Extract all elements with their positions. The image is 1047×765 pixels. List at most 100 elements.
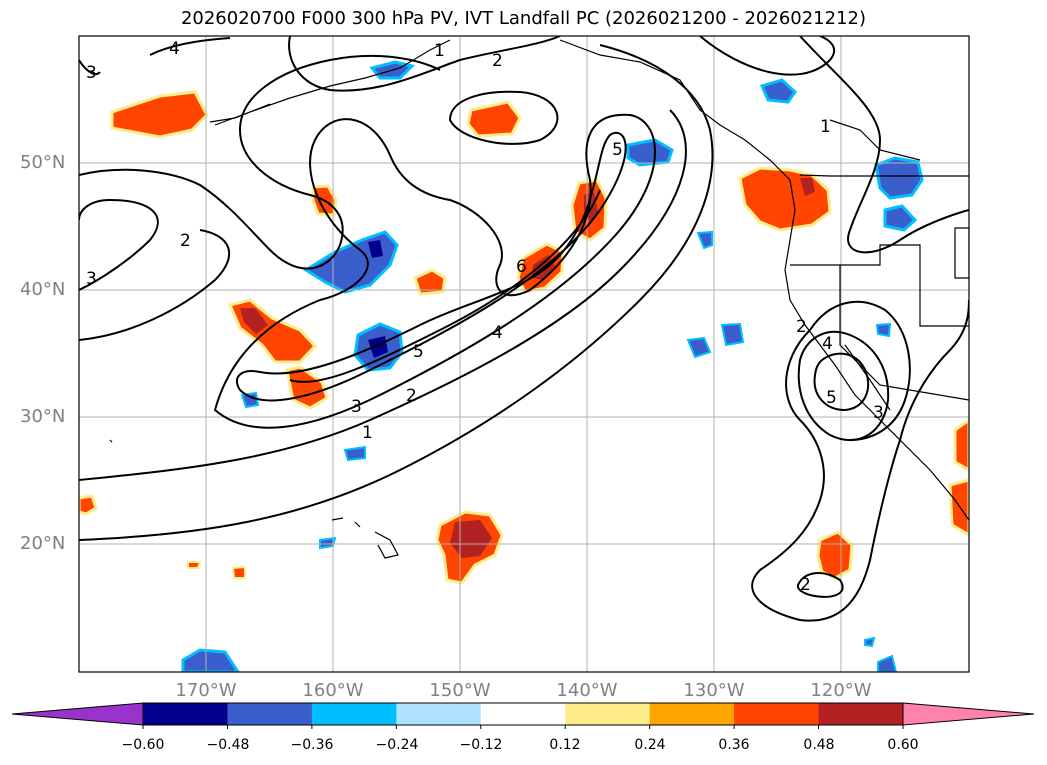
contour-line: [797, 330, 890, 441]
contour-line: [288, 36, 561, 92]
anomaly-area: [953, 418, 969, 472]
anomaly-area: [759, 78, 797, 104]
contour-line: [79, 59, 101, 76]
anomaly-area: [816, 530, 854, 580]
coastline: [954, 227, 969, 279]
anomaly-area: [110, 90, 209, 139]
lon-label: 170°W: [175, 680, 237, 701]
colorbar-tick-label: 0.12: [549, 737, 581, 753]
contour-label: 4: [822, 334, 833, 354]
contour-label: 5: [826, 388, 837, 408]
pv-negative-anomalies: [181, 60, 924, 672]
colorbar-bin: [227, 703, 313, 725]
colorbar-bin: [565, 703, 651, 725]
lat-label: 20°N: [20, 533, 66, 554]
contour-line: [448, 90, 559, 145]
contour-line: [796, 572, 844, 598]
anomaly-area: [883, 204, 918, 232]
anomaly-area: [864, 636, 876, 648]
colorbar-bin: [649, 703, 735, 725]
anomaly-area: [875, 322, 892, 338]
contour-line: [289, 189, 601, 383]
anomaly-area: [626, 138, 674, 167]
contour-line: [79, 54, 441, 270]
colorbar-bin: [818, 703, 904, 725]
coastline: [331, 517, 399, 559]
lon-label: 130°W: [683, 680, 745, 701]
ivt-contours: [79, 36, 969, 622]
contour-label: 3: [86, 269, 97, 289]
contour-label: 2: [406, 386, 417, 406]
contour-label: 4: [492, 323, 503, 343]
colorbar-bin: [143, 703, 228, 725]
colorbar-under-extension: [11, 702, 144, 726]
colorbar-over-extension: [902, 702, 1035, 726]
contour-label: 5: [612, 140, 623, 160]
coastline: [829, 119, 921, 161]
contour-label: 3: [873, 403, 884, 423]
coastline: [799, 174, 969, 177]
anomaly-area: [466, 100, 522, 138]
colorbar-tick-label: 0.36: [718, 737, 750, 753]
contour-label: 4: [169, 39, 180, 59]
colorbar-bin: [311, 703, 397, 725]
lon-label: 120°W: [810, 680, 872, 701]
contour-line: [235, 132, 627, 402]
contour-line: [813, 352, 870, 412]
colorbar-tick-label: −0.12: [459, 737, 503, 753]
colorbar-tick-label: 0.48: [803, 737, 835, 753]
colorbar-bin: [734, 703, 820, 725]
anomaly-area: [413, 268, 447, 296]
contour-line: [213, 113, 656, 429]
colorbar-bin: [480, 703, 566, 725]
lat-label: 30°N: [20, 406, 66, 427]
anomaly-area: [877, 654, 898, 672]
lon-label: 150°W: [429, 680, 491, 701]
anomaly-area: [240, 391, 260, 409]
coastline: [109, 439, 113, 443]
contour-label: 2: [800, 575, 811, 595]
lon-label: 140°W: [556, 680, 618, 701]
coastline: [209, 103, 271, 123]
anomaly-area: [948, 478, 969, 537]
colorbar-tick-label: −0.48: [206, 737, 250, 753]
anomaly-area: [874, 156, 924, 200]
contour-line: [699, 36, 836, 76]
contour-label: 1: [362, 423, 373, 443]
contour-label: 3: [86, 63, 97, 83]
lon-label: 160°W: [302, 680, 364, 701]
contour-line: [79, 109, 687, 481]
anomaly-area: [800, 178, 815, 196]
contour-label: 3: [351, 397, 362, 417]
anomaly-area: [187, 561, 202, 569]
map-title: 2026020700 F000 300 hPa PV, IVT Landfall…: [180, 8, 867, 29]
anomaly-area: [368, 240, 383, 258]
anomaly-area: [240, 308, 268, 334]
anomaly-area: [181, 648, 240, 672]
contour-line: [79, 44, 714, 541]
anomaly-area: [720, 322, 745, 347]
contour-label: 2: [492, 51, 503, 71]
contour-line: [79, 198, 159, 291]
colorbar-tick-label: 0.24: [634, 737, 666, 753]
colorbar-tick-label: 0.60: [887, 737, 919, 753]
anomaly-area: [696, 230, 713, 250]
anomaly-area: [231, 565, 246, 579]
contour-line: [799, 36, 969, 254]
contour-label: 1: [820, 117, 831, 137]
contour-label: 2: [796, 317, 807, 337]
contour-label: 2: [180, 231, 191, 251]
anomaly-area: [343, 445, 366, 462]
anomaly-area: [368, 336, 388, 358]
colorbar: [11, 702, 1035, 729]
contour-line: [751, 299, 969, 622]
coastline: [790, 244, 969, 327]
plot-frame: [78, 35, 970, 673]
contour-line: [79, 229, 231, 341]
lat-label: 50°N: [20, 152, 66, 173]
coastline: [559, 39, 791, 181]
colorbar-tick-label: −0.36: [290, 737, 334, 753]
colorbar-tick-label: −0.24: [375, 737, 419, 753]
anomaly-area: [79, 494, 98, 516]
